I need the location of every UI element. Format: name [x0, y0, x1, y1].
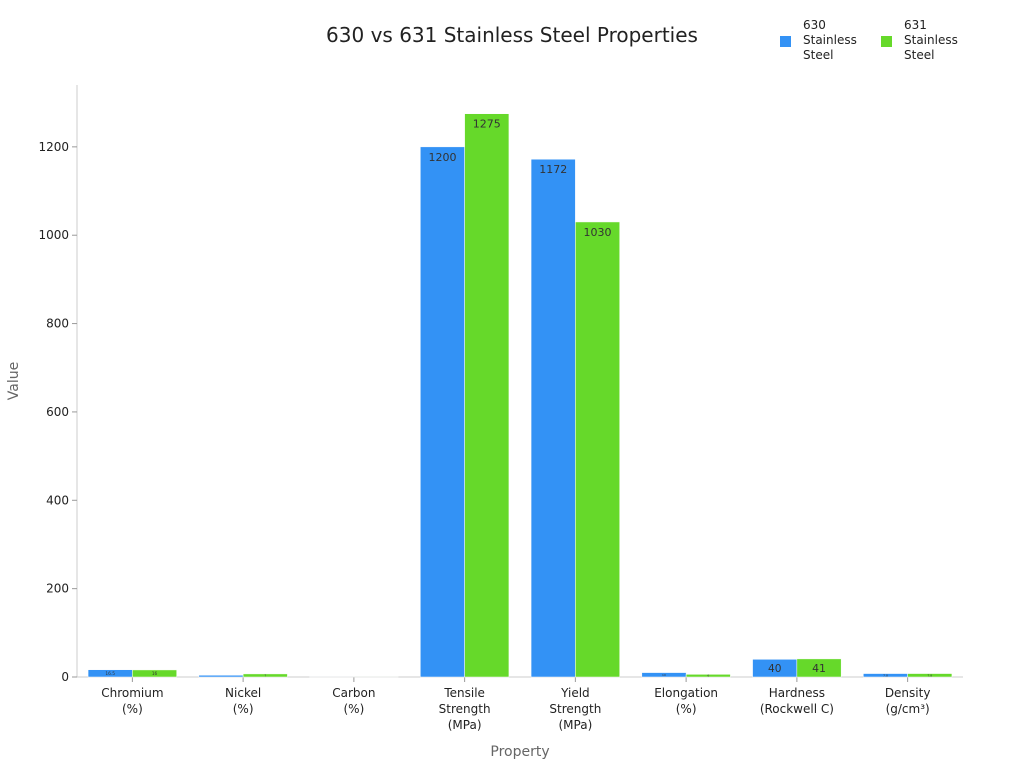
chart-title: 630 vs 631 Stainless Steel Properties — [326, 23, 698, 47]
x-tick-label: Tensile Strength (MPa) — [439, 686, 491, 732]
y-tick-label: 1000 — [38, 228, 69, 242]
x-tick-label-line: (g/cm³) — [886, 702, 930, 716]
legend-label: 631 Stainless Steel — [904, 18, 958, 62]
x-tick-label: Carbon (%) — [332, 686, 375, 716]
bar — [530, 158, 576, 678]
x-tick-label: Yield Strength (MPa) — [549, 686, 601, 732]
y-tick-label: 0 — [61, 670, 69, 684]
x-tick-label-line: Tensile — [443, 686, 485, 700]
value-label: 16 — [152, 671, 158, 676]
value-label: 7 — [264, 674, 266, 678]
bar — [132, 669, 177, 678]
x-tick-label-line: (MPa) — [558, 718, 592, 732]
x-tick-label-line: Yield — [560, 686, 590, 700]
x-tick-label-line: (%) — [122, 702, 143, 716]
x-tick-label-line: Elongation — [654, 686, 718, 700]
x-tick-label-line: Nickel — [225, 686, 261, 700]
value-label: 1275 — [473, 118, 501, 131]
x-tick-label-line: (%) — [233, 702, 254, 716]
bar — [907, 673, 953, 678]
y-axis-label: Value — [6, 362, 22, 400]
x-tick-label-line: (%) — [676, 702, 697, 716]
y-tick-label: 800 — [46, 317, 69, 331]
x-tick-label-line: Hardness — [769, 686, 825, 700]
y-tick-label: 1200 — [38, 140, 69, 154]
x-tick-label-line: (Rockwell C) — [760, 702, 834, 716]
bar — [575, 221, 620, 678]
y-tick-label: 400 — [46, 493, 69, 507]
bar — [242, 673, 288, 678]
x-tick-label: Elongation (%) — [654, 686, 718, 716]
x-tick-label-line: Chromium — [101, 686, 163, 700]
value-label: 6 — [707, 674, 709, 678]
value-label: 7.8 — [883, 673, 888, 677]
legend-swatch — [881, 36, 892, 47]
x-tick-label-line: Density — [885, 686, 931, 700]
value-label: 1172 — [539, 163, 567, 176]
bar — [198, 674, 244, 678]
x-tick-label-line: Carbon — [332, 686, 375, 700]
y-tick-label: 200 — [46, 582, 69, 596]
value-label: 41 — [812, 662, 826, 675]
legend-swatch — [780, 36, 791, 47]
x-tick-label: Hardness (Rockwell C) — [760, 686, 834, 716]
x-tick-label-line: (MPa) — [448, 718, 482, 732]
bar — [796, 658, 842, 678]
value-label: 10 — [662, 673, 666, 677]
value-label: 16.5 — [105, 671, 115, 677]
x-tick-label: Chromium (%) — [101, 686, 163, 716]
bar — [464, 113, 510, 678]
legend-label: 630 Stainless Steel — [803, 18, 857, 62]
value-label: 40 — [768, 663, 782, 675]
legend-item: 630 Stainless Steel — [780, 18, 863, 63]
x-tick-label-line: Strength — [439, 702, 491, 716]
x-tick-label-line: Strength — [549, 702, 601, 716]
x-axis-label: Property — [490, 744, 549, 760]
bar — [685, 674, 731, 678]
x-tick-label: Nickel (%) — [225, 686, 261, 716]
value-label: 1200 — [428, 151, 456, 164]
y-tick-label: 600 — [46, 405, 69, 419]
x-tick-label: Density (g/cm³) — [885, 686, 931, 716]
legend-item: 631 Stainless Steel — [881, 18, 964, 63]
value-label: 1030 — [584, 226, 612, 239]
value-label: 7.8 — [927, 673, 932, 677]
bar — [420, 146, 465, 678]
legend: 630 Stainless Steel 631 Stainless Steel — [780, 18, 964, 63]
x-tick-label-line: (%) — [343, 702, 364, 716]
